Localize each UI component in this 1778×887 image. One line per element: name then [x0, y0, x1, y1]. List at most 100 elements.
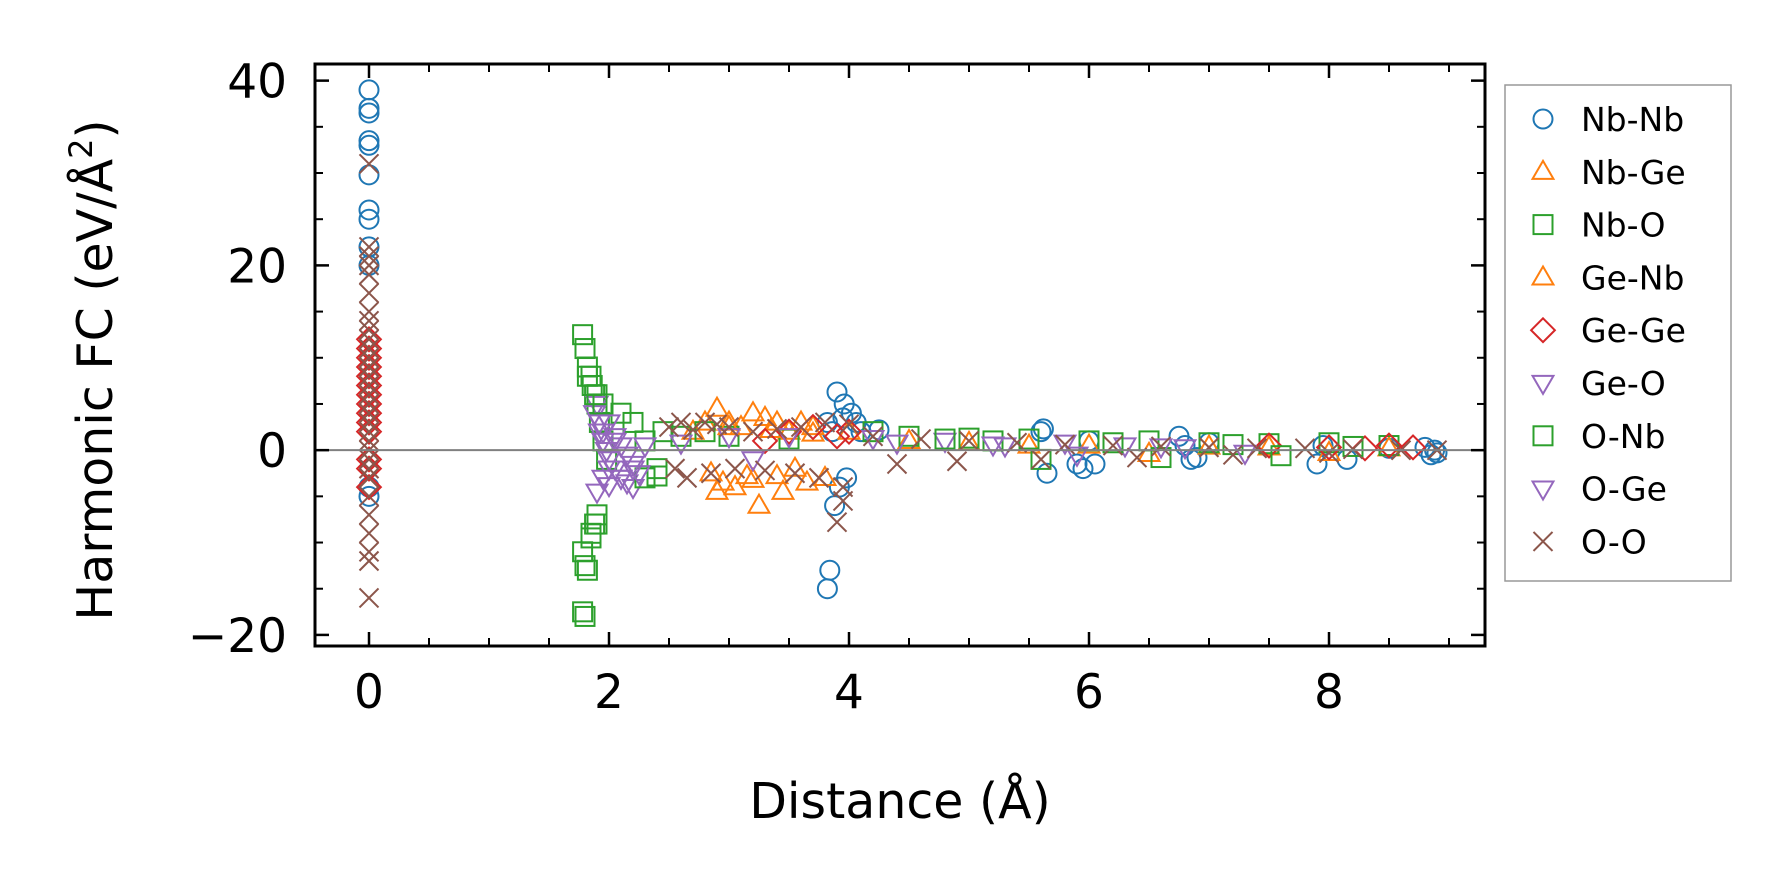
data-point — [358, 430, 380, 452]
data-point — [1222, 434, 1244, 456]
data-point — [860, 430, 886, 452]
data-point — [958, 430, 980, 452]
data-point — [576, 559, 598, 581]
data-point — [614, 474, 640, 496]
data-point — [584, 395, 610, 417]
data-point — [814, 412, 836, 433]
series-ge-ge — [355, 326, 1427, 501]
data-point — [355, 335, 383, 362]
data-point — [1112, 437, 1138, 459]
data-point — [596, 414, 622, 436]
data-point — [358, 236, 380, 258]
data-point — [646, 465, 668, 487]
data-point — [1306, 453, 1328, 475]
data-point — [910, 428, 932, 450]
data-point — [826, 381, 848, 403]
y-tick-label: −20 — [188, 609, 287, 664]
data-point — [1375, 432, 1403, 459]
series-nb-ge — [680, 395, 1402, 514]
data-point — [692, 409, 718, 431]
legend-label: Ge-Nb — [1581, 258, 1684, 297]
data-point — [740, 400, 766, 422]
legend-marker — [1530, 480, 1556, 502]
data-point — [572, 324, 594, 346]
data-point — [358, 458, 380, 479]
data-point — [1102, 435, 1124, 456]
data-point — [355, 473, 383, 501]
x-tick-label: 4 — [834, 665, 864, 720]
data-point — [770, 478, 796, 500]
data-point — [752, 404, 778, 426]
data-point — [358, 485, 380, 507]
data-point — [706, 414, 728, 435]
data-point — [1246, 438, 1268, 459]
data-point — [358, 319, 380, 341]
data-point — [946, 451, 968, 472]
data-point — [676, 467, 698, 489]
data-point — [572, 601, 594, 623]
legend-marker — [1532, 214, 1554, 236]
y-axis-label: Harmonic FC (eV/Å2) — [62, 119, 124, 620]
data-point — [358, 164, 380, 186]
data-point — [586, 513, 608, 535]
data-point — [823, 423, 851, 450]
data-point — [980, 436, 1006, 458]
data-point — [886, 453, 908, 475]
data-point — [358, 366, 380, 387]
data-point — [754, 460, 776, 481]
data-point — [1186, 447, 1208, 469]
y-tick-label: 0 — [257, 424, 287, 479]
data-point — [1064, 446, 1090, 468]
data-point — [355, 372, 383, 399]
data-point — [358, 310, 380, 332]
data-point — [1318, 442, 1340, 464]
data-point — [1315, 434, 1343, 461]
legend-label: Ge-Ge — [1581, 311, 1686, 350]
legend-label: O-Nb — [1581, 417, 1665, 456]
data-point — [574, 555, 596, 577]
series-nb-o — [572, 324, 1400, 627]
data-point — [1148, 438, 1174, 460]
data-point — [716, 414, 742, 436]
data-point — [1030, 421, 1052, 443]
data-point — [1006, 432, 1028, 453]
legend-marker — [1532, 425, 1554, 447]
data-point — [1054, 434, 1076, 455]
data-point — [958, 427, 980, 449]
data-point — [358, 412, 380, 433]
series-o-ge — [590, 414, 1258, 499]
data-point — [740, 451, 766, 473]
data-point — [358, 393, 380, 415]
data-points — [355, 79, 1448, 627]
data-point — [1102, 432, 1124, 454]
data-point — [668, 434, 694, 456]
data-point — [826, 512, 848, 533]
data-point — [358, 282, 380, 304]
data-point — [1198, 432, 1220, 454]
data-point — [1126, 447, 1148, 468]
data-point — [355, 353, 383, 381]
data-point — [358, 208, 380, 230]
data-point — [358, 523, 380, 544]
data-point — [832, 407, 854, 429]
data-point — [658, 416, 680, 438]
tick-labels: 0 2 4 6 8 −20 0 20 40 — [188, 55, 1344, 720]
data-point — [355, 326, 383, 353]
data-point — [718, 416, 740, 438]
data-point — [358, 79, 380, 101]
data-point — [766, 418, 788, 440]
data-point — [626, 465, 652, 487]
data-point — [355, 344, 383, 372]
data-point — [1016, 432, 1042, 454]
data-point — [358, 255, 380, 276]
series-o-o — [358, 153, 1448, 609]
legend-marker — [1529, 316, 1557, 344]
data-point — [1222, 444, 1244, 465]
data-point — [596, 477, 622, 499]
plot-frame — [313, 62, 1487, 648]
data-point — [992, 437, 1018, 459]
data-point — [358, 467, 380, 489]
data-point — [358, 329, 380, 350]
data-point — [574, 605, 596, 627]
